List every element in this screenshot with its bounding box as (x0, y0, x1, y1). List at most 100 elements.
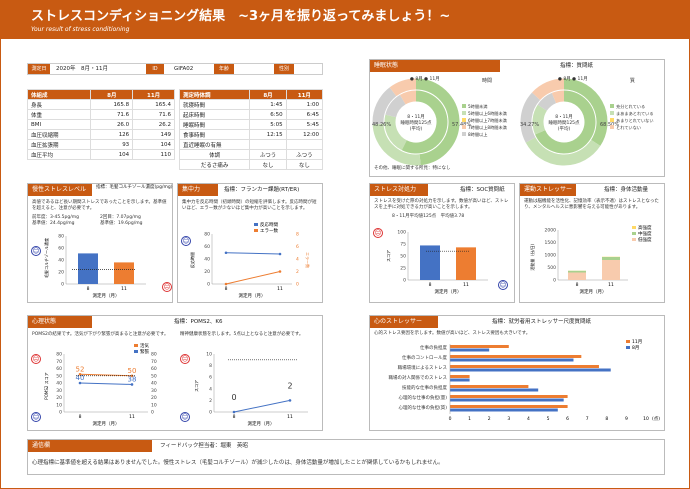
legend-swatch (632, 238, 636, 241)
x-tick-label: 4 (527, 416, 530, 422)
mood-panel: 心理状態 指標：POMS2、K6 POMS2の結果です。活気が下がり緊張が高まる… (27, 315, 323, 431)
cell: 71.6 (132, 109, 175, 120)
legend-entry: 5時間未満 (468, 103, 487, 110)
smile-face-icon: ☺ (31, 412, 41, 422)
x-tick-label: 7 (586, 416, 589, 422)
activity-title: 運動ストレッサー (520, 184, 576, 196)
data-point (278, 270, 282, 273)
summary-feedback: フィードバック担当者：堀東 英昭 (160, 443, 248, 449)
row-label: 血圧収縮期 (26, 129, 92, 140)
donut-segment (384, 114, 408, 151)
bar (450, 368, 611, 372)
bar-segment (602, 257, 620, 260)
bar (450, 345, 509, 348)
bar (420, 245, 440, 280)
cell: 104 (132, 139, 175, 150)
x-tick-label: 8 (233, 414, 236, 420)
y-tick-label: 20 (58, 270, 64, 276)
cell: 12:00 (285, 129, 324, 140)
category-label: 仕事のコントロール度 (402, 354, 447, 361)
bar (78, 253, 98, 284)
table-row: 起床時間 6:50 6:45 (178, 109, 324, 120)
donut-segment (563, 78, 608, 146)
x-tick-label: 0 (449, 416, 452, 422)
donut-legend: ● 8月 ● 11月 (558, 76, 588, 82)
bar (450, 378, 470, 382)
y-tick-label: 1500 (545, 240, 557, 246)
y-tick-label: 40 (56, 381, 62, 387)
donut-segment (535, 90, 596, 154)
y-tick-label: 80 (204, 232, 210, 238)
bar (450, 408, 558, 412)
id-value: GIFA02 (174, 66, 194, 72)
smile-face-icon: ☺ (181, 236, 191, 246)
coping-indicator: 指標：SOC質問紙 (460, 187, 505, 193)
series-line (79, 382, 133, 385)
donut-center-text: 8・11月 (407, 114, 425, 120)
x-axis-label: 測定月（月） (435, 288, 462, 295)
x-tick-label: 11 (129, 414, 135, 420)
donut-segment (372, 87, 397, 125)
y-tick-label: 8 (209, 363, 212, 369)
mood-indicator: 指標：POMS2、K6 (174, 319, 223, 325)
activity-desc: 運動は脳機能を活性化、記憶効率（表示不適）はストレスとなったり、メンタルヘルスに… (524, 199, 659, 210)
x-tick-label: 9 (625, 416, 628, 422)
row-label: 体重 (26, 109, 92, 120)
sleep-indicator: 指標：質問紙 (560, 63, 594, 69)
donut-segment (385, 94, 406, 118)
data-point (130, 383, 134, 386)
cell: 93 (90, 139, 134, 150)
legend-swatch (462, 111, 466, 115)
cell (249, 139, 287, 150)
category-label: 技能的な仕事の負担度 (402, 384, 447, 391)
legend-entry: 8月 (632, 345, 639, 351)
category-label: 職場の対人関係でのストレス (389, 374, 448, 381)
data-point (78, 373, 82, 376)
cell: 104 (90, 149, 134, 160)
report-title: ストレスコンディショニング結果 ~3ヶ月を振り返ってみましょう！~ (31, 9, 451, 24)
legend-entry: エラー数 (260, 227, 278, 234)
data-label: 52 (76, 365, 85, 373)
y-axis-label: スコア (194, 380, 199, 392)
legend-swatch (610, 125, 614, 129)
cell: 5:45 (285, 119, 324, 130)
donut-segment (532, 104, 548, 135)
cell: 149 (132, 129, 175, 140)
y2-tick-label: 10 (151, 402, 157, 408)
k6-chart: 0 2 4 6 8 10 0 2 8 11 測定月（月） スコア (194, 352, 308, 427)
y-tick-label: 20 (56, 395, 62, 401)
y-tick-label: 25 (400, 266, 406, 272)
legend-swatch (254, 223, 258, 226)
coping-title: ストレス対処力 (370, 184, 428, 196)
focus-indicator: 指標：フランカー課題(RT/ER) (224, 187, 300, 193)
data-point (232, 410, 236, 414)
cell: 1:45 (249, 99, 287, 110)
donut-segment (525, 137, 601, 166)
legend-entry: 6時間以上7時間未満 (468, 117, 507, 124)
y-tick-label: 2 (209, 398, 212, 404)
row-label: BMI (26, 119, 92, 130)
y-tick-label: 20 (204, 269, 210, 275)
y2-tick-label: 40 (151, 381, 157, 387)
legend-swatch (462, 125, 466, 129)
table-row: 血圧平均 104 110 (26, 149, 175, 160)
y-tick-label: 0 (59, 410, 62, 416)
y2-tick-label: 2 (296, 269, 299, 275)
bar (450, 365, 599, 368)
legend-swatch (610, 118, 614, 122)
cell: ふつう (285, 149, 324, 160)
mental-stressor-panel: 心のストレッサー 指標：就労者用ストレッサー尺度質問紙 心的ストレス要因を示しま… (369, 315, 665, 431)
y2-tick-label: 20 (151, 395, 157, 401)
data-label: 38 (128, 375, 137, 383)
sad-face-icon: ☹ (162, 282, 172, 292)
series-line (233, 399, 291, 413)
y-tick-label: 60 (56, 366, 62, 372)
x-tick-label: 8 (225, 286, 228, 292)
bar (450, 358, 574, 362)
condition-table: 測定時体調 8月 11月 就寝時間 1:45 1:00 起床時間 6:50 6:45 睡眠時… (178, 89, 324, 170)
